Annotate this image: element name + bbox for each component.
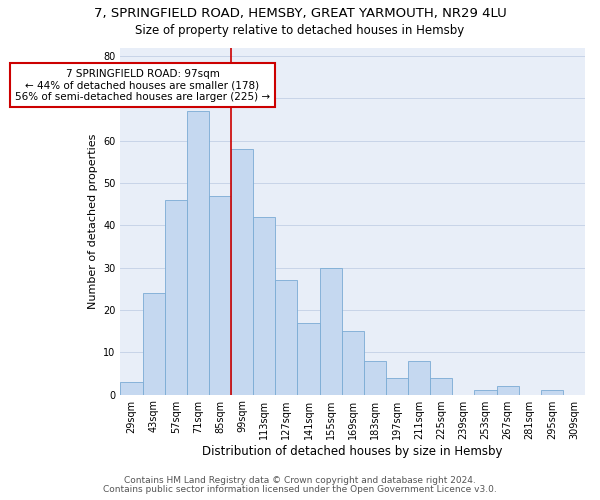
X-axis label: Distribution of detached houses by size in Hemsby: Distribution of detached houses by size … xyxy=(202,444,503,458)
Text: Contains public sector information licensed under the Open Government Licence v3: Contains public sector information licen… xyxy=(103,484,497,494)
Bar xyxy=(298,322,320,394)
Bar xyxy=(253,217,275,394)
Text: 7, SPRINGFIELD ROAD, HEMSBY, GREAT YARMOUTH, NR29 4LU: 7, SPRINGFIELD ROAD, HEMSBY, GREAT YARMO… xyxy=(94,8,506,20)
Bar xyxy=(430,378,452,394)
Y-axis label: Number of detached properties: Number of detached properties xyxy=(88,134,98,308)
Bar xyxy=(275,280,298,394)
Bar xyxy=(364,360,386,394)
Bar xyxy=(164,200,187,394)
Bar xyxy=(341,331,364,394)
Bar xyxy=(209,196,231,394)
Text: Size of property relative to detached houses in Hemsby: Size of property relative to detached ho… xyxy=(136,24,464,37)
Bar xyxy=(187,111,209,395)
Bar xyxy=(386,378,408,394)
Bar xyxy=(408,360,430,394)
Bar xyxy=(320,268,341,394)
Bar xyxy=(231,149,253,394)
Bar xyxy=(475,390,497,394)
Bar xyxy=(143,293,164,394)
Bar xyxy=(121,382,143,394)
Text: 7 SPRINGFIELD ROAD: 97sqm
← 44% of detached houses are smaller (178)
56% of semi: 7 SPRINGFIELD ROAD: 97sqm ← 44% of detac… xyxy=(15,68,270,102)
Bar xyxy=(541,390,563,394)
Text: Contains HM Land Registry data © Crown copyright and database right 2024.: Contains HM Land Registry data © Crown c… xyxy=(124,476,476,485)
Bar xyxy=(497,386,518,394)
